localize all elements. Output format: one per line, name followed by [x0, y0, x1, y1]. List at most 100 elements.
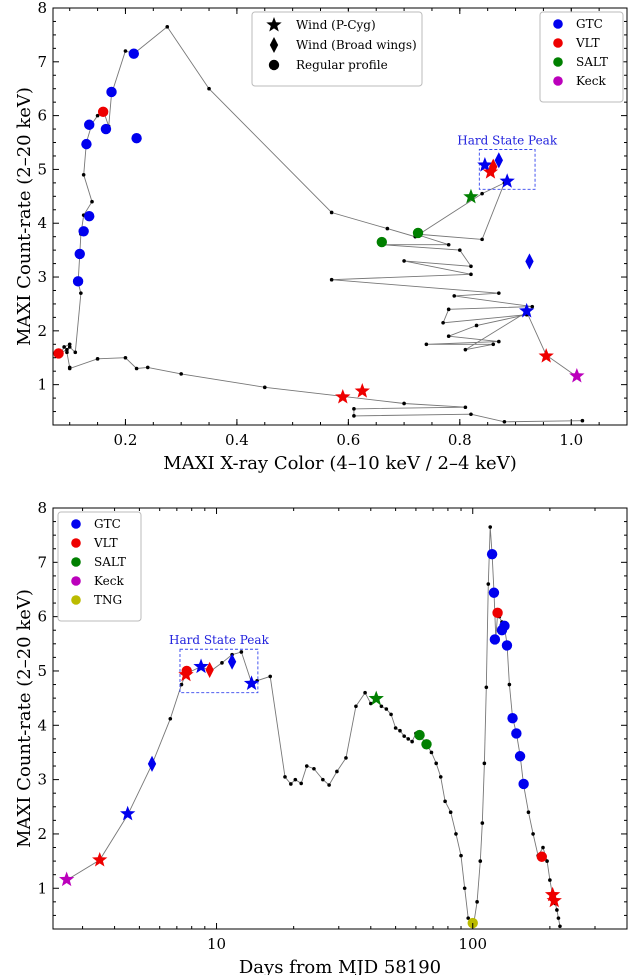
- data-point-salt-circle: [412, 227, 424, 239]
- track-point: [580, 418, 585, 423]
- track-point: [488, 525, 493, 529]
- legend-label-tng: TNG: [94, 593, 122, 607]
- legend-label-diamond: Wind (Broad wings): [296, 38, 417, 52]
- track-point: [344, 756, 348, 760]
- track-point: [95, 357, 100, 361]
- track-point: [466, 916, 471, 920]
- track-point: [452, 294, 457, 298]
- track-point: [462, 886, 467, 891]
- track-point: [79, 291, 83, 295]
- x-tick-label: 0.8: [448, 431, 472, 449]
- x-axis-label: Days from MJD 58190: [239, 957, 441, 975]
- track-point: [463, 405, 468, 410]
- y-tick-label: 1: [37, 376, 47, 394]
- track-point: [329, 277, 334, 282]
- data-point-gtc-circle: [499, 620, 510, 632]
- data-point-vlt-circle: [181, 665, 192, 677]
- data-point-gtc-circle: [128, 48, 140, 59]
- legend-marker-gtc: [553, 19, 563, 29]
- track-point: [220, 661, 224, 665]
- data-point-vlt-star: [482, 164, 499, 179]
- hard-state-label: Hard State Peak: [169, 633, 270, 647]
- track-point: [262, 385, 267, 390]
- track-point: [384, 707, 389, 711]
- track-point: [402, 259, 406, 263]
- track-point: [379, 704, 384, 709]
- x-axis-label: MAXI X-ray Color (4–10 keV / 2–4 keV): [163, 453, 516, 474]
- legend-marker-star: [266, 16, 282, 32]
- track-point: [145, 365, 150, 370]
- y-axis-label: MAXI Count-rate (2–20 keV): [14, 589, 35, 848]
- track-point: [463, 347, 468, 352]
- track-point: [474, 323, 479, 328]
- track-point: [507, 682, 512, 687]
- track-point: [179, 682, 184, 687]
- track-point: [429, 750, 434, 755]
- data-point-salt-circle: [376, 236, 387, 248]
- y-tick-label: 4: [37, 716, 47, 734]
- legend-marker-vlt: [71, 538, 81, 548]
- track-point: [448, 810, 453, 815]
- track-point: [134, 366, 139, 371]
- track-point: [480, 191, 484, 196]
- color-countrate-chart: Hard State Peak 1 2 3 4 5 6 7 8 0.2 0.4 0.6 0.8 1.0 MA…: [14, 0, 628, 474]
- data-point-gtc-circle: [74, 248, 85, 260]
- track-point: [434, 761, 438, 766]
- data-point-gtc-circle: [84, 211, 95, 222]
- track-point: [491, 342, 496, 347]
- legend-marker-tng: [71, 595, 81, 605]
- x-tick-label: 0.4: [225, 431, 249, 449]
- plot-frame: [52, 7, 628, 426]
- x-tick-label: 100: [458, 935, 487, 953]
- y-tick-label: 5: [37, 662, 47, 680]
- data-point-gtc-circle: [511, 728, 522, 739]
- track-point: [352, 414, 356, 418]
- track-point: [545, 859, 549, 863]
- legend-marker-diamond: [269, 36, 279, 54]
- track-point: [299, 781, 303, 786]
- track-point: [526, 810, 531, 815]
- track-point: [558, 924, 562, 929]
- data-point-vlt-star: [546, 892, 562, 908]
- x-tick-label: 0.6: [336, 431, 360, 449]
- track-point: [438, 775, 443, 779]
- track-point: [469, 264, 473, 269]
- legend-frame: [251, 11, 423, 87]
- track-point: [469, 272, 473, 277]
- data-point-gtc-circle: [486, 548, 498, 560]
- data-point-salt-circle: [414, 729, 425, 741]
- track-point: [312, 766, 316, 771]
- data-point-gtc-circle: [100, 123, 112, 135]
- track-point: [486, 582, 491, 586]
- data-point-gtc-star: [477, 157, 493, 172]
- track-point: [402, 401, 406, 406]
- track-point: [123, 49, 128, 53]
- y-tick-label: 2: [37, 322, 47, 340]
- track-point: [65, 350, 69, 355]
- track-point: [446, 307, 451, 312]
- track-point: [123, 355, 128, 360]
- track-point: [556, 916, 561, 920]
- data-point-salt-star: [368, 690, 384, 706]
- data-point-gtc-circle: [488, 587, 500, 598]
- track-point: [385, 226, 390, 231]
- track-point: [478, 859, 483, 863]
- track-point: [165, 25, 170, 29]
- y-tick-label: 1: [37, 879, 47, 897]
- track-point: [475, 900, 479, 904]
- legend-instruments: GTC VLT SALT Keck TNG: [57, 511, 142, 622]
- track-point: [239, 650, 244, 654]
- legend-label-salt: SALT: [576, 55, 608, 69]
- legend-label-keck: Keck: [576, 74, 606, 88]
- track-point: [480, 821, 485, 825]
- y-tick-label: 6: [37, 107, 47, 125]
- track-point: [65, 347, 69, 352]
- legend-instruments: GTC VLT SALT Keck: [539, 11, 624, 103]
- track-point: [541, 845, 545, 850]
- data-point-gtc-star: [193, 658, 209, 674]
- track-point: [480, 237, 484, 242]
- data-point-gtc-circle: [501, 640, 513, 651]
- track-point: [484, 685, 489, 690]
- data-point-gtc-circle: [518, 778, 529, 790]
- data-point-gtc-circle: [81, 138, 92, 150]
